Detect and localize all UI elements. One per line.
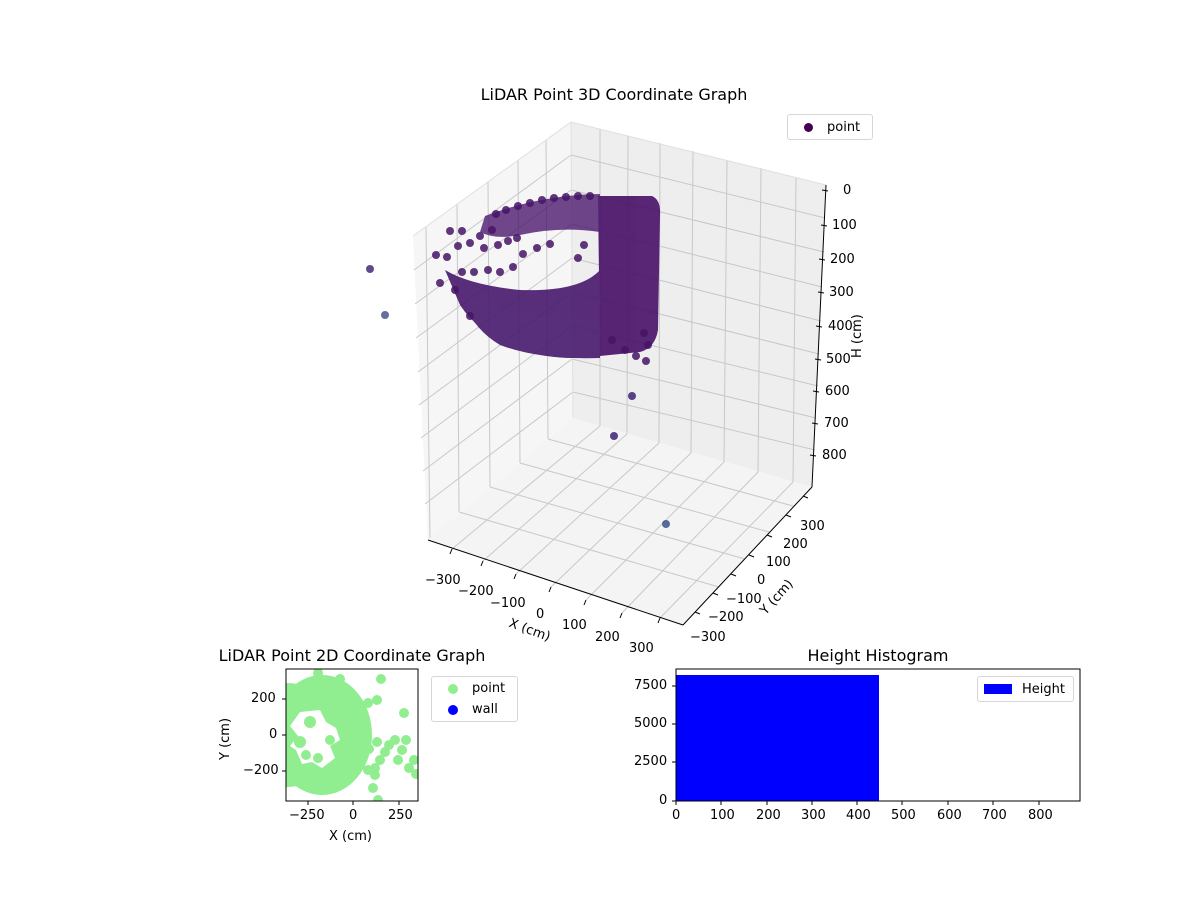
legend-point-label: point [827, 119, 861, 135]
legend-point-marker-icon [448, 683, 458, 694]
plot2d-title: LiDAR Point 2D Coordinate Graph [218, 646, 486, 665]
hist-title: Height Histogram [807, 646, 949, 665]
x-tick: −100 [490, 596, 526, 611]
legend-point-label: point [472, 681, 506, 696]
legend-wall-marker-icon [448, 704, 458, 715]
z-axis-line [811, 184, 827, 488]
plot3d-axes [427, 184, 829, 626]
plot3d-title: LiDAR Point 3D Coordinate Graph [480, 85, 748, 104]
hist-y-tick: 5000 [634, 716, 668, 731]
hist-x-tick: 400 [846, 808, 871, 823]
y2d-tick: −200 [243, 763, 279, 778]
x2d-tick: 0 [349, 808, 358, 823]
hist-x-tick: 200 [756, 808, 781, 823]
hist-x-tick: 0 [672, 808, 681, 823]
x2d-tick: 250 [388, 808, 413, 823]
hist-y-tick: 7500 [634, 678, 668, 693]
y2d-tick: 200 [251, 691, 276, 706]
z-tick: 700 [824, 416, 849, 431]
plot2d-points [286, 669, 418, 801]
hist-x-tick: 600 [937, 808, 962, 823]
y-tick: −200 [708, 610, 744, 625]
y-tick: 100 [766, 555, 791, 570]
legend-point-marker-icon [804, 122, 813, 132]
plot3d-legend: point [787, 114, 873, 140]
hist-x-tick: 500 [891, 808, 916, 823]
z-tick: 100 [832, 218, 857, 233]
plot2d-legend: point wall [431, 676, 518, 722]
legend-height-patch-icon [984, 684, 1012, 694]
x-tick: 200 [595, 630, 620, 645]
z-tick: 500 [826, 352, 851, 367]
z-tick: 800 [822, 448, 847, 463]
x2d-tick: −250 [289, 808, 325, 823]
x-tick: 100 [562, 618, 587, 633]
x-tick: −200 [458, 584, 494, 599]
x-tick: 300 [629, 641, 654, 656]
y-tick: −300 [690, 630, 726, 645]
x2d-axis-label: X (cm) [329, 829, 372, 844]
z-tick: 0 [843, 183, 852, 198]
hist-x-tick: 800 [1028, 808, 1053, 823]
x-tick: −300 [425, 573, 461, 588]
hist-frame [675, 668, 1081, 802]
y-tick: 0 [757, 573, 766, 588]
z-tick: 200 [830, 252, 855, 267]
hist-legend: Height [977, 676, 1074, 702]
y-tick: 200 [783, 537, 808, 552]
hist-x-tick: 100 [710, 808, 735, 823]
y-tick: −100 [726, 592, 762, 607]
y-tick: 300 [800, 519, 825, 534]
hist-x-tick: 300 [801, 808, 826, 823]
hist-y-tick: 2500 [634, 754, 668, 769]
z-tick: 600 [825, 384, 850, 399]
hist-y-tick: 0 [659, 793, 668, 808]
plot3d-outliers [366, 265, 670, 528]
plot3d-point-cloud [445, 194, 661, 359]
z-tick: 300 [829, 285, 854, 300]
plot3d-scatter-dots [432, 192, 652, 365]
legend-height-label: Height [1022, 681, 1065, 697]
legend-wall-label: wall [472, 702, 498, 717]
x-axis-line [427, 539, 684, 626]
y2d-tick: 0 [269, 727, 278, 742]
z-tick: 400 [828, 319, 853, 334]
x-tick: 0 [536, 607, 545, 622]
hist-x-tick: 700 [982, 808, 1007, 823]
y-axis-line [682, 486, 813, 626]
hist-bar [676, 675, 879, 801]
